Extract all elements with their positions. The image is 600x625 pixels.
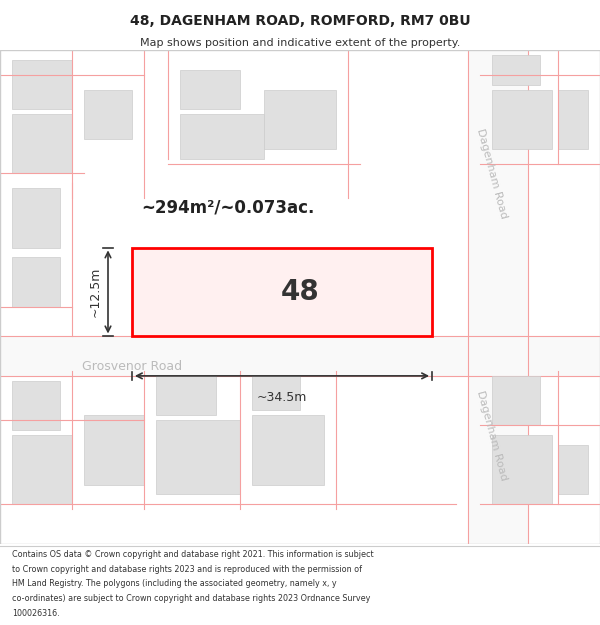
Bar	[492, 376, 540, 425]
Text: Contains OS data © Crown copyright and database right 2021. This information is : Contains OS data © Crown copyright and d…	[12, 550, 374, 559]
Bar	[180, 70, 240, 109]
Bar	[492, 55, 540, 84]
Text: co-ordinates) are subject to Crown copyright and database rights 2023 Ordnance S: co-ordinates) are subject to Crown copyr…	[12, 594, 370, 603]
Bar	[156, 420, 240, 494]
Text: Dagenham Road: Dagenham Road	[475, 389, 509, 481]
Bar	[144, 292, 198, 326]
Bar	[252, 416, 324, 484]
Bar	[264, 89, 336, 149]
Bar	[252, 376, 300, 411]
Text: HM Land Registry. The polygons (including the associated geometry, namely x, y: HM Land Registry. The polygons (includin…	[12, 579, 337, 589]
Text: ~294m²/~0.073ac.: ~294m²/~0.073ac.	[142, 199, 314, 217]
Bar	[558, 445, 588, 494]
Bar	[12, 60, 72, 109]
Bar	[12, 435, 72, 504]
Bar	[156, 376, 216, 416]
Bar	[204, 292, 246, 326]
Bar	[180, 114, 264, 159]
Text: Grosvenor Road: Grosvenor Road	[82, 359, 182, 372]
Bar	[12, 114, 72, 173]
Text: ~34.5m: ~34.5m	[257, 391, 307, 404]
Text: ~12.5m: ~12.5m	[89, 267, 102, 317]
Bar	[0, 336, 600, 376]
Bar	[84, 416, 144, 484]
Bar	[84, 89, 132, 139]
Text: to Crown copyright and database rights 2023 and is reproduced with the permissio: to Crown copyright and database rights 2…	[12, 565, 362, 574]
Bar	[492, 89, 552, 149]
Bar	[492, 435, 552, 504]
Bar	[468, 50, 528, 544]
Text: 48, DAGENHAM ROAD, ROMFORD, RM7 0BU: 48, DAGENHAM ROAD, ROMFORD, RM7 0BU	[130, 14, 470, 28]
Text: 100026316.: 100026316.	[12, 609, 59, 618]
Text: 48: 48	[281, 278, 319, 306]
Bar	[12, 381, 60, 430]
Bar	[12, 188, 60, 248]
Bar	[132, 248, 432, 336]
Text: Map shows position and indicative extent of the property.: Map shows position and indicative extent…	[140, 38, 460, 48]
Bar	[12, 258, 60, 307]
Bar	[558, 89, 588, 149]
Text: Dagenham Road: Dagenham Road	[475, 127, 509, 219]
